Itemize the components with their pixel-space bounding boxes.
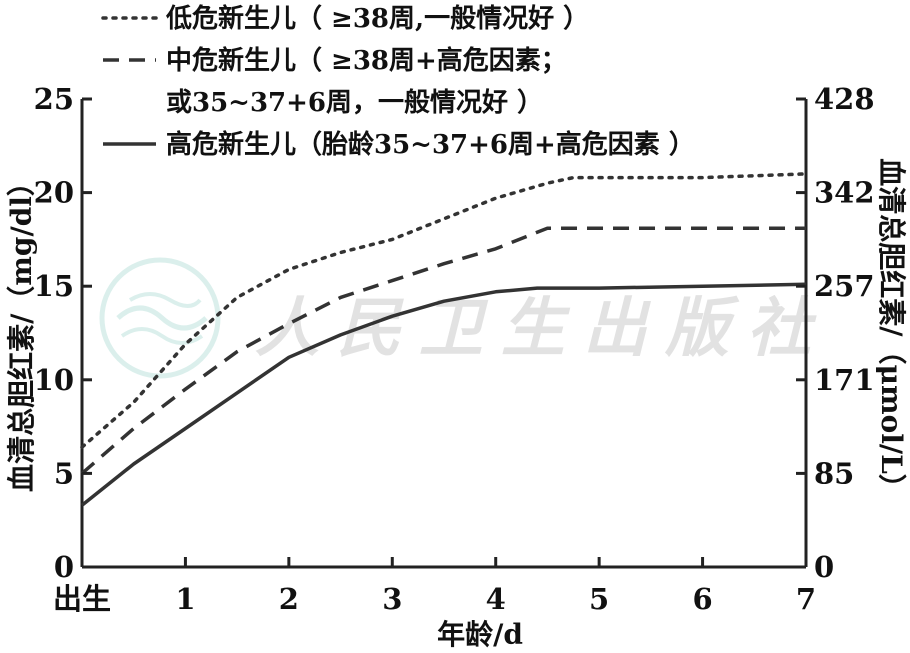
watermark-text: 人民卫生出版社	[255, 291, 829, 366]
bottom-axis: 出生 1 2 3 4 5 6 7	[53, 557, 816, 616]
y-right-tick-label: 85	[814, 456, 854, 490]
x-tick-label: 出生	[53, 582, 111, 616]
left-axis: 0 5 10 15 20 25	[34, 82, 92, 584]
y-left-tick-label: 15	[34, 269, 74, 303]
legend-label: 或35~37+6周，一般情况好 ）	[166, 88, 543, 118]
legend: 低危新生儿（ ≥38周,一般情况好 ） 中危新生儿（ ≥38周+高危因素； 或35~…	[101, 3, 695, 160]
y-right-tick-label: 342	[814, 176, 875, 210]
x-tick-label: 3	[382, 582, 402, 616]
y-right-axis-title: 血清总胆红素/（μmol/L）	[875, 158, 908, 502]
x-tick-label: 7	[796, 582, 816, 616]
right-axis: 0 85 171 257 342 428	[796, 82, 875, 584]
x-tick-label: 2	[279, 582, 299, 616]
y-left-tick-label: 20	[34, 176, 74, 210]
series-group	[80, 172, 808, 507]
y-left-tick-label: 0	[54, 550, 74, 584]
series-line-dashed	[80, 226, 806, 475]
x-axis-title: 年龄/d	[437, 618, 523, 651]
y-left-axis-title: 血清总胆红素/（mg/dl）	[5, 168, 38, 492]
y-left-tick-label: 10	[34, 363, 74, 397]
legend-label: 中危新生儿（ ≥38周+高危因素；	[166, 45, 567, 76]
watermark-logo-icon	[99, 257, 221, 379]
x-tick-label: 1	[175, 582, 195, 616]
y-right-tick-label: 0	[814, 550, 834, 584]
legend-label: 高危新生儿（胎龄35~37+6周+高危因素 ）	[166, 129, 695, 160]
y-right-tick-label: 171	[814, 363, 875, 397]
y-right-tick-label: 257	[814, 269, 875, 303]
x-tick-label: 4	[486, 582, 506, 616]
y-left-tick-label: 25	[34, 82, 74, 116]
watermark: 人民卫生出版社	[99, 257, 829, 379]
x-tick-label: 6	[692, 582, 712, 616]
series-line-dotted	[80, 172, 808, 449]
y-left-tick-label: 5	[54, 456, 74, 490]
x-tick-label: 5	[589, 582, 609, 616]
plot-frame	[80, 99, 808, 569]
series-line-solid	[80, 282, 807, 507]
y-right-tick-label: 428	[814, 82, 875, 116]
legend-label: 低危新生儿（ ≥38周,一般情况好 ）	[165, 3, 589, 34]
